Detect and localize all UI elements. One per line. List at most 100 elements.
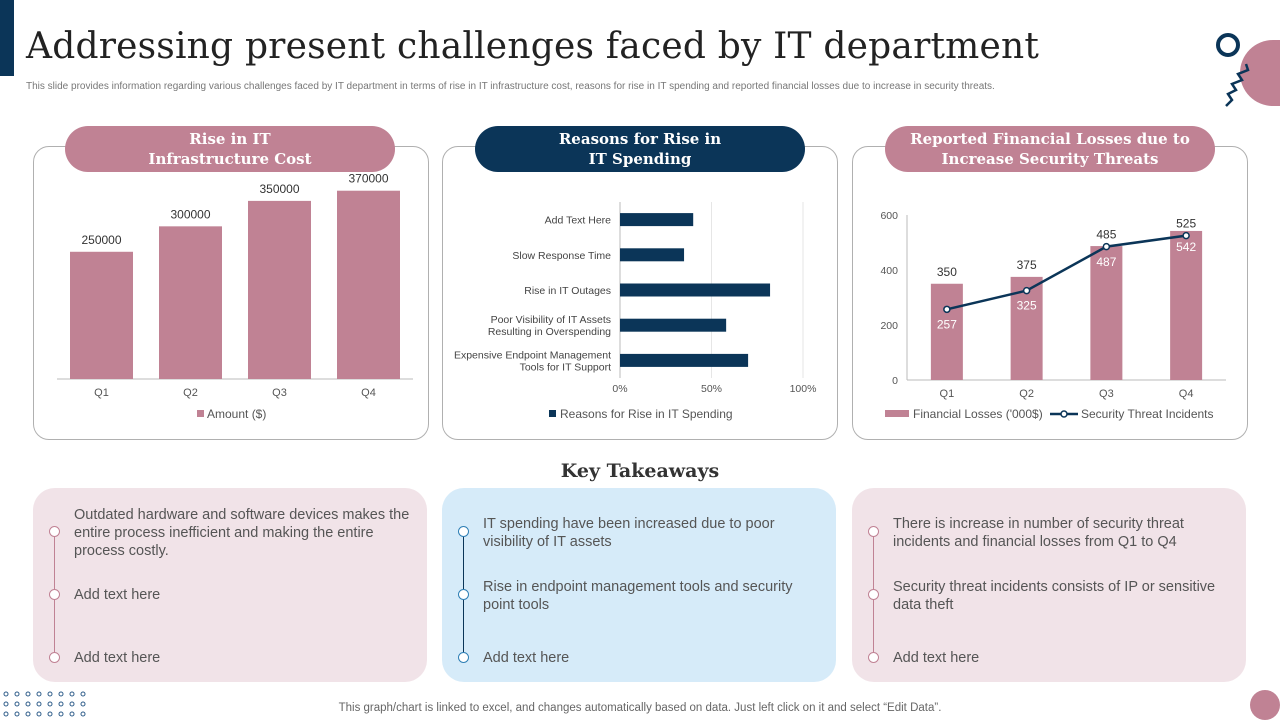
- decor-dot: [80, 711, 86, 717]
- decor-dot: [14, 691, 20, 697]
- timeline-dot: [868, 652, 879, 663]
- key-takeaways-title: Key Takeaways: [560, 460, 720, 482]
- accent-bar: [0, 0, 14, 76]
- decor-dot: [3, 711, 9, 717]
- decor-zigzag: [1225, 63, 1250, 107]
- line-point: [1022, 286, 1031, 295]
- line-data-label: 257: [937, 317, 957, 331]
- decor-dot: [69, 691, 75, 697]
- legend-swatch: [885, 410, 909, 417]
- y-tick-label: Slow Response Time: [512, 250, 611, 262]
- data-label: 300000: [170, 207, 210, 221]
- timeline-dot: [458, 589, 469, 600]
- takeaway-text: Add text here: [74, 650, 161, 666]
- x-tick-label: Q2: [1019, 388, 1034, 400]
- decor-dot: [47, 701, 53, 707]
- takeaway-text: Add text here: [74, 587, 161, 603]
- decor-dot: [36, 691, 42, 697]
- legend-swatch: [1060, 410, 1068, 418]
- bar: [159, 226, 222, 379]
- bar: [1170, 230, 1203, 380]
- decor-dot: [69, 701, 75, 707]
- y-tick-label: 600: [880, 210, 898, 222]
- bar: [620, 318, 727, 332]
- takeaway-text: Security threat incidents consists of IP…: [893, 579, 1216, 613]
- line-data-label: 525: [1176, 217, 1196, 231]
- bar: [620, 283, 771, 297]
- takeaway-card-1: Outdated hardware and software devices m…: [33, 488, 427, 682]
- data-label: 375: [1017, 258, 1037, 272]
- page-title: Addressing present challenges faced by I…: [26, 26, 1040, 67]
- decor-dot-grid: [3, 691, 86, 717]
- line-point: [1102, 242, 1111, 251]
- y-tick-label: Add Text Here: [545, 215, 612, 227]
- decor-dot: [80, 691, 86, 697]
- data-label: 370000: [348, 172, 388, 186]
- bar: [248, 200, 311, 379]
- bar: [930, 283, 963, 380]
- data-label: 542: [1176, 240, 1196, 254]
- timeline-dot: [49, 589, 60, 600]
- bar: [1090, 246, 1123, 380]
- decor-dot: [58, 711, 64, 717]
- data-label: 250000: [81, 233, 121, 247]
- decor-dot: [25, 691, 31, 697]
- line-point: [943, 305, 951, 314]
- takeaway-text: Rise in endpoint management tools and se…: [483, 579, 793, 613]
- decor-circle: [1250, 690, 1280, 720]
- decor-ring: [1216, 33, 1240, 57]
- takeaway-card-3: There is increase in number of security …: [852, 488, 1246, 682]
- x-tick-label: Q1: [940, 388, 955, 400]
- bar: [70, 251, 133, 379]
- y-tick-label: Rise in IT Outages: [524, 285, 611, 297]
- x-tick-label: Q3: [1099, 388, 1114, 400]
- decor-dot: [3, 701, 9, 707]
- series-line: [946, 234, 1187, 311]
- timeline-dot: [458, 526, 469, 537]
- bar: [337, 190, 400, 379]
- takeaway-text: IT spending have been increased due to p…: [483, 516, 775, 550]
- x-tick-label: 0%: [612, 383, 627, 395]
- decor-dot: [69, 711, 75, 717]
- legend-swatch: [549, 410, 556, 417]
- data-label: 487: [1096, 255, 1116, 269]
- takeaway-text: Add text here: [893, 650, 980, 666]
- x-tick-label: 100%: [790, 383, 817, 395]
- line-data-label: 325: [1017, 299, 1037, 313]
- bar: [620, 248, 685, 262]
- x-tick-label: Q1: [94, 387, 109, 399]
- page-subtitle: This slide provides information regardin…: [26, 81, 995, 92]
- decor-dot: [3, 691, 9, 697]
- panel-title-financial-losses: Reported Financial Losses due to Increas…: [885, 126, 1215, 172]
- line-point: [1182, 231, 1190, 240]
- x-tick-label: 50%: [701, 383, 722, 395]
- legend-label: Security Threat Incidents: [1081, 407, 1214, 421]
- bar: [620, 353, 749, 367]
- decor-dot: [14, 701, 20, 707]
- decor-dot: [36, 701, 42, 707]
- legend-swatch: [197, 410, 204, 417]
- y-tick-label: 0: [892, 375, 898, 387]
- x-tick-label: Q4: [1179, 388, 1194, 400]
- y-tick-label: Poor Visibility of IT Assets Resulting in…: [488, 314, 611, 338]
- decor-dot: [36, 711, 42, 717]
- takeaway-text: Outdated hardware and software devices m…: [74, 507, 410, 559]
- takeaway-card-2: IT spending have been increased due to p…: [442, 488, 836, 682]
- timeline-dot: [49, 526, 60, 537]
- data-label: 350000: [259, 182, 299, 196]
- data-label: 350: [937, 265, 957, 279]
- decor-dot: [25, 701, 31, 707]
- timeline-dot: [458, 652, 469, 663]
- panel-title-it-spending: Reasons for Rise in IT Spending: [475, 126, 805, 172]
- takeaway-text: There is increase in number of security …: [893, 516, 1184, 550]
- bar: [620, 213, 694, 227]
- decor-dot: [47, 691, 53, 697]
- timeline-dot: [49, 652, 60, 663]
- legend-label: Amount ($): [207, 407, 266, 421]
- y-tick-label: 400: [880, 265, 898, 277]
- timeline-dot: [868, 589, 879, 600]
- x-tick-label: Q4: [361, 387, 376, 399]
